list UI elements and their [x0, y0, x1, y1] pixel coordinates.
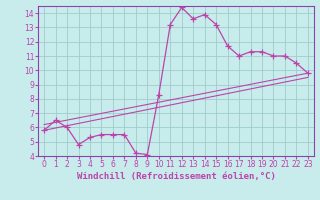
X-axis label: Windchill (Refroidissement éolien,°C): Windchill (Refroidissement éolien,°C) [76, 172, 276, 181]
